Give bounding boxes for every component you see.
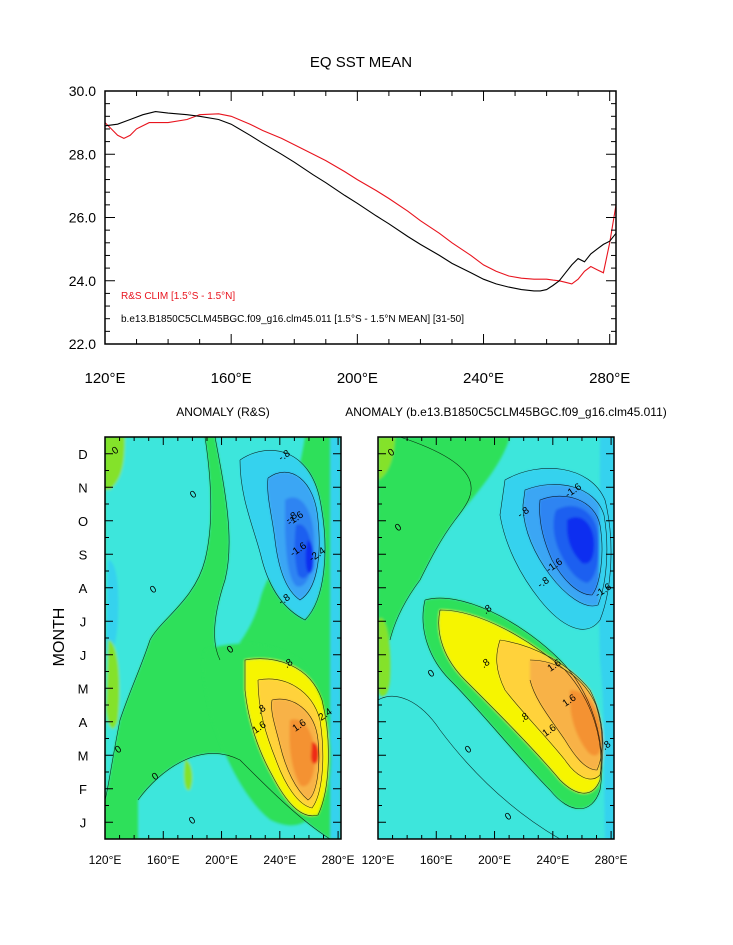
anomaly-panel-rs: ANOMALY (R&S) [51, 405, 355, 867]
contour-label: 0 [426, 668, 437, 680]
month-label: A [79, 581, 88, 596]
x-tick-label: 200°E [205, 853, 238, 867]
contour-fill-model [378, 437, 614, 839]
month-label: J [80, 614, 87, 629]
x-tick-label: 200°E [478, 853, 511, 867]
panel-title-rs: ANOMALY (R&S) [176, 405, 270, 419]
x-tick-label: 200°E [337, 370, 378, 387]
x-tick-label: 160°E [147, 853, 180, 867]
contour-label: 0 [188, 489, 199, 501]
contour-label: 0 [187, 815, 198, 827]
y-tick-label: 28.0 [69, 146, 96, 162]
series-line-0 [105, 113, 616, 285]
month-label: D [78, 447, 87, 462]
line-chart: EQ SST MEAN 22.0 24.0 26.0 28.0 30.0 120°E 16… [69, 54, 630, 387]
x-axis-labels: 120°E 160°E 200°E 240°E 280°E [84, 370, 630, 387]
month-label: J [80, 815, 87, 830]
y-tick-label: 24.0 [69, 273, 96, 289]
x-tick-label: 280°E [595, 853, 628, 867]
contour-label: 0 [150, 771, 161, 783]
x-tick-label: 240°E [263, 853, 296, 867]
contour-label: 0 [225, 644, 236, 656]
y-tick-label: 26.0 [69, 210, 96, 226]
x-tick-label: 280°E [322, 853, 355, 867]
contour-label: 0 [110, 445, 121, 457]
month-label: S [79, 547, 88, 562]
legend-clim: R&S CLIM [1.5°S - 1.5°N] [121, 291, 235, 302]
x-tick-label: 120°E [89, 853, 122, 867]
x-tick-label: 120°E [362, 853, 395, 867]
chart-title: EQ SST MEAN [310, 54, 412, 71]
y-axis-labels: 22.0 24.0 26.0 28.0 30.0 [69, 83, 96, 352]
axis-ticks [104, 90, 616, 345]
month-label: M [78, 681, 89, 696]
x-axis-labels-rs: 120°E 160°E 200°E 240°E 280°E [89, 853, 355, 867]
x-tick-label: 240°E [463, 370, 504, 387]
x-tick-label: 120°E [84, 370, 125, 387]
month-label: O [78, 514, 88, 529]
series-line-1 [105, 111, 616, 292]
month-label: N [78, 480, 87, 495]
contour-label: 0 [148, 584, 159, 596]
month-label: M [78, 748, 89, 763]
y-axis-title: MONTH [51, 608, 68, 667]
month-label: F [79, 782, 87, 797]
month-label: J [80, 648, 87, 663]
panel-title-model: ANOMALY (b.e13.B1850C5CLM45BGC.f09_g16.c… [345, 405, 667, 419]
month-labels: J F M A M J J A S O N D [78, 447, 89, 831]
y-tick-label: 30.0 [69, 83, 96, 99]
contour-label: 0 [393, 522, 404, 534]
month-label: A [79, 715, 88, 730]
legend-model: b.e13.B1850C5CLM45BGC.f09_g16.clm45.011 … [121, 314, 464, 325]
x-tick-label: 160°E [211, 370, 252, 387]
x-tick-label: 160°E [420, 853, 453, 867]
contour-label: 0 [463, 744, 474, 756]
x-tick-label: 240°E [536, 853, 569, 867]
contour-label: 0 [503, 811, 514, 823]
axis-ticks-model [377, 436, 614, 839]
y-tick-label: 22.0 [69, 336, 96, 352]
plot-frame [104, 90, 617, 345]
x-axis-labels-model: 120°E 160°E 200°E 240°E 280°E [362, 853, 628, 867]
contour-fill-rs [105, 437, 341, 839]
anomaly-panel-model: ANOMALY (b.e13.B1850C5CLM45BGC.f09_g16.c… [345, 405, 667, 867]
axis-ticks-rs [104, 436, 341, 839]
contour-label: 0 [386, 447, 397, 459]
series-group [105, 111, 616, 292]
x-tick-label: 280°E [589, 370, 630, 387]
contour-label: 0 [113, 744, 124, 756]
